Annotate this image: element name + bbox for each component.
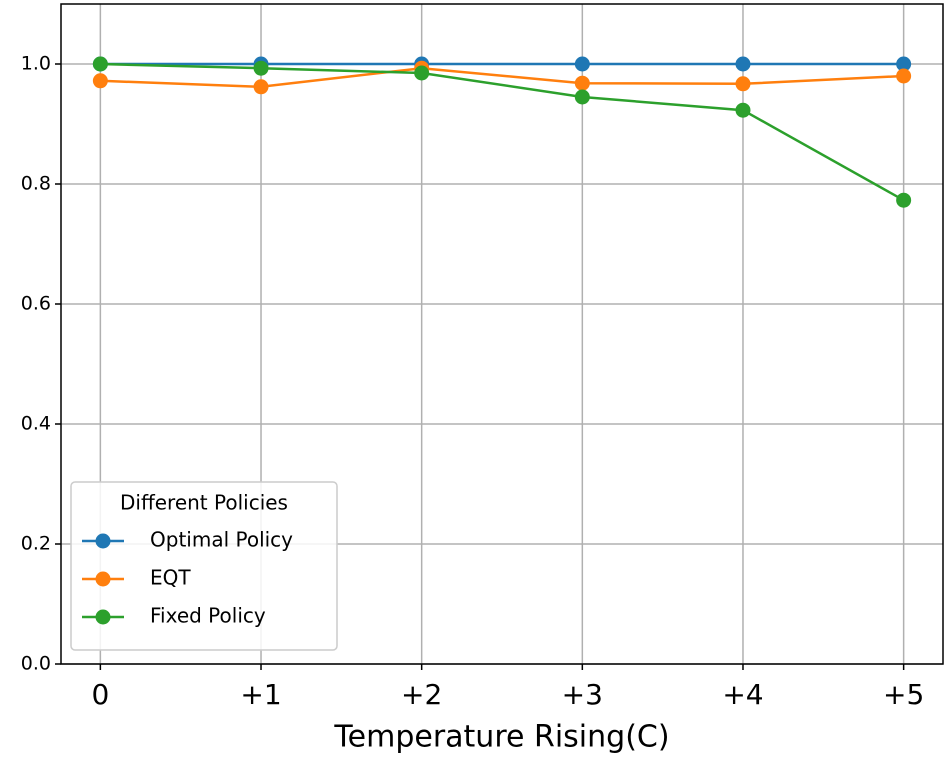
marker	[253, 60, 269, 76]
x-tick-label: +1	[240, 678, 281, 711]
y-tick-label: 0.8	[21, 173, 51, 195]
legend-marker	[95, 609, 111, 625]
series-line	[100, 62, 905, 202]
x-axis-label: Temperature Rising(C)	[333, 720, 669, 755]
legend-marker	[95, 571, 111, 587]
marker	[735, 56, 751, 72]
grid	[61, 4, 943, 665]
y-tick-label: 0.4	[21, 413, 51, 435]
legend-label: EQT	[150, 566, 191, 590]
marker	[735, 102, 751, 118]
y-tick-label: 1.0	[21, 53, 51, 75]
marker	[574, 56, 590, 72]
marker	[896, 68, 912, 84]
series-line	[100, 66, 904, 89]
x-tick-label: +5	[883, 678, 924, 711]
x-tick-label: +4	[722, 678, 763, 711]
legend: Different Policies Optimal Policy EQT Fixed…	[70, 481, 338, 651]
marker	[896, 56, 912, 72]
marker	[735, 76, 751, 92]
x-tick-label: +2	[401, 678, 442, 711]
legend-label: Fixed Policy	[150, 604, 266, 628]
legend-marker	[95, 533, 111, 549]
marker	[253, 79, 269, 95]
y-tick-label: 0.2	[21, 533, 51, 555]
axes-frame	[60, 3, 944, 665]
y-tick-label: 0.0	[21, 653, 51, 675]
marker	[92, 56, 108, 72]
x-tick-label: 0	[91, 678, 109, 711]
plot	[92, 56, 912, 208]
marker	[574, 89, 590, 105]
marker	[92, 73, 108, 89]
y-tick-label: 0.6	[21, 293, 51, 315]
legend-title: Different Policies	[120, 491, 288, 515]
marker	[414, 65, 430, 81]
marker	[574, 75, 590, 91]
legend-box	[70, 481, 338, 651]
x-tick-label: +3	[562, 678, 603, 711]
legend-label: Optimal Policy	[150, 528, 293, 552]
marker	[896, 192, 912, 208]
